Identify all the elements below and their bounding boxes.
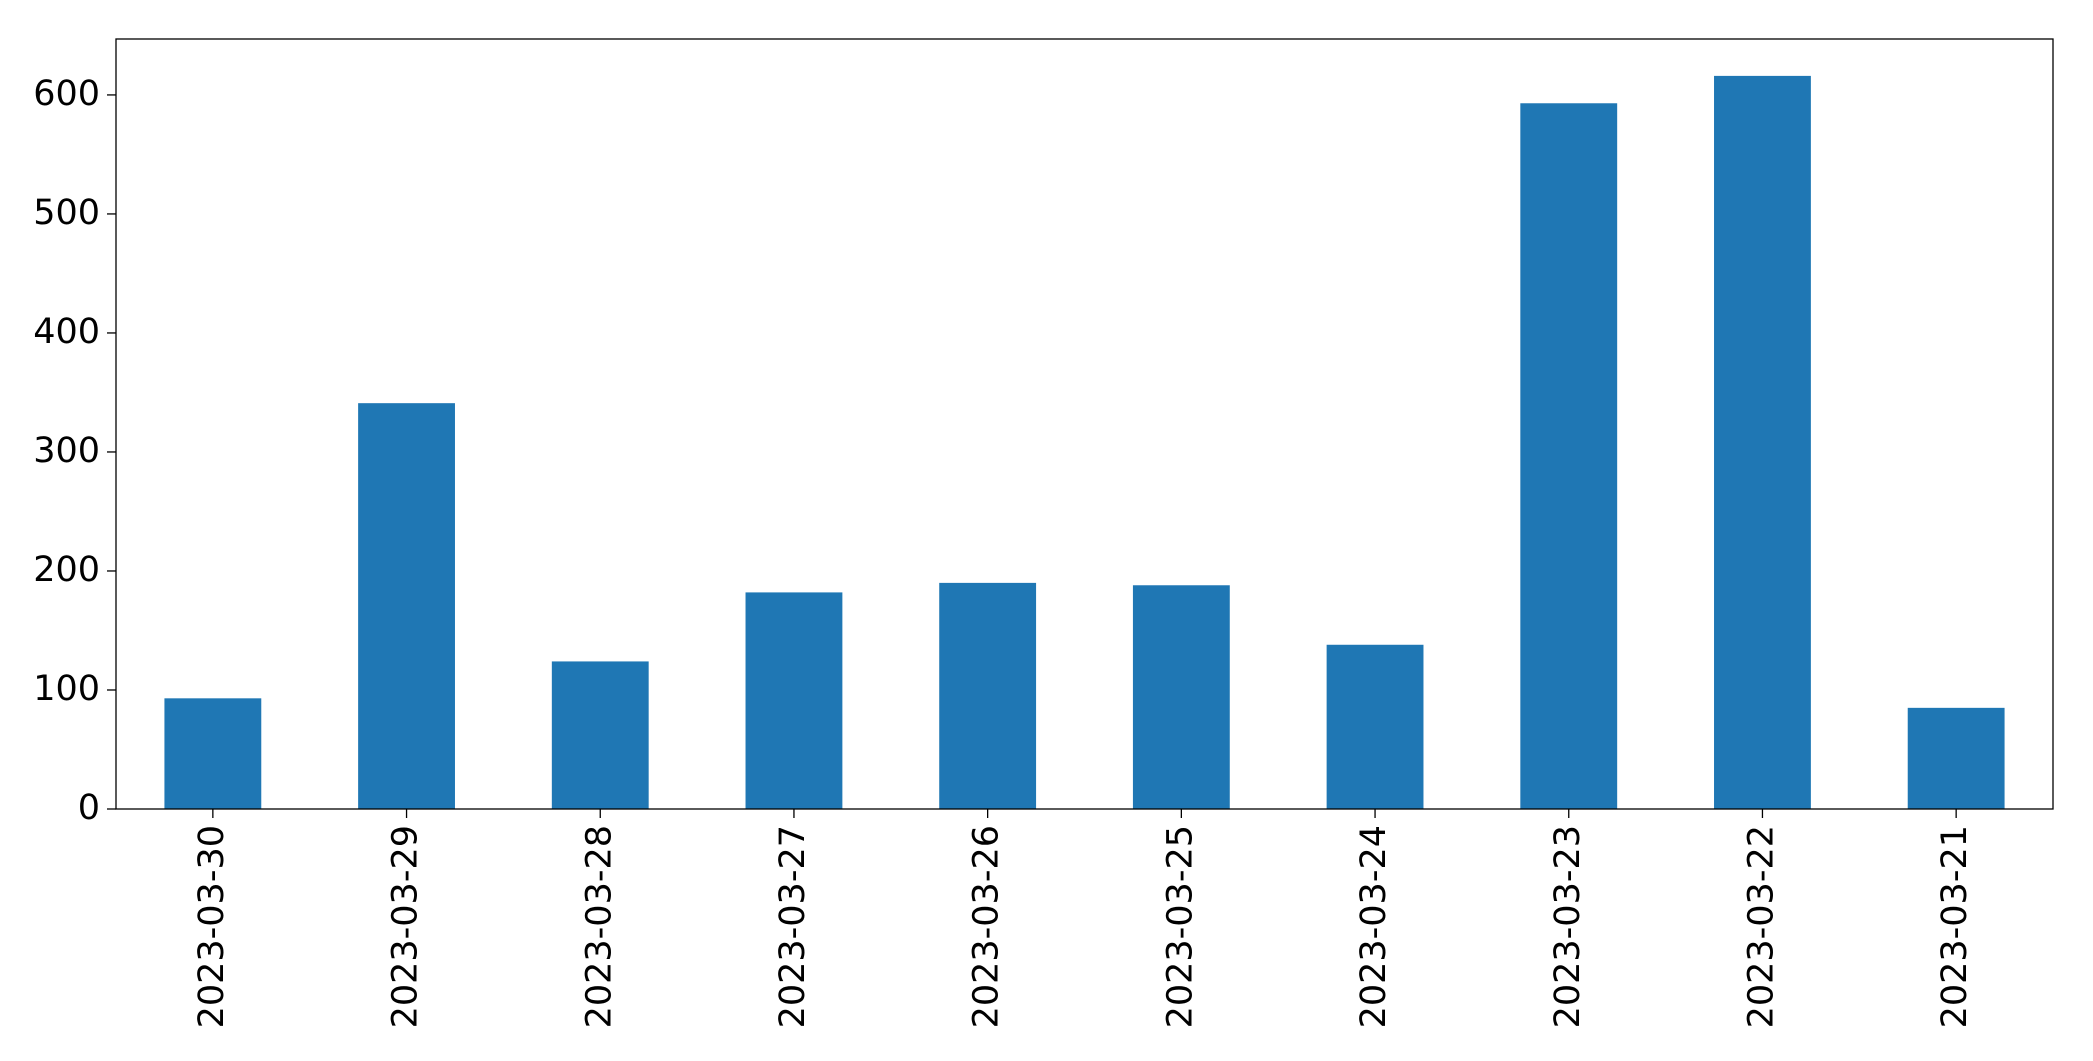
x-tick-label: 2023-03-26 — [967, 825, 1007, 1028]
y-tick-label: 0 — [78, 788, 100, 828]
x-tick-label: 2023-03-29 — [386, 825, 426, 1028]
x-tick-label: 2023-03-21 — [1935, 825, 1975, 1028]
bar — [358, 403, 455, 809]
plot-frame — [115, 38, 2054, 810]
bar — [551, 661, 649, 809]
x-tick-label: 2023-03-27 — [773, 825, 813, 1028]
x-tick-label: 2023-03-30 — [192, 825, 232, 1028]
bar — [1326, 644, 1424, 809]
x-tick-label: 2023-03-28 — [579, 825, 619, 1028]
y-tick-label: 300 — [33, 431, 100, 471]
x-tick-label: 2023-03-25 — [1160, 825, 1200, 1028]
bar — [1714, 75, 1811, 809]
x-tick-label: 2023-03-24 — [1354, 825, 1394, 1028]
x-tick-label: 2023-03-23 — [1548, 825, 1588, 1028]
bar — [745, 592, 843, 809]
y-tick-label: 500 — [33, 193, 100, 233]
y-tick-label: 100 — [33, 669, 100, 709]
bar — [1520, 103, 1618, 809]
x-tick-label: 2023-03-22 — [1741, 825, 1781, 1028]
y-tick-label: 200 — [33, 550, 100, 590]
bar — [1132, 585, 1230, 809]
bar — [164, 698, 262, 809]
bar — [939, 582, 1037, 809]
y-tick-label: 600 — [33, 74, 100, 114]
bar — [1907, 707, 2005, 809]
y-tick-label: 400 — [33, 312, 100, 352]
